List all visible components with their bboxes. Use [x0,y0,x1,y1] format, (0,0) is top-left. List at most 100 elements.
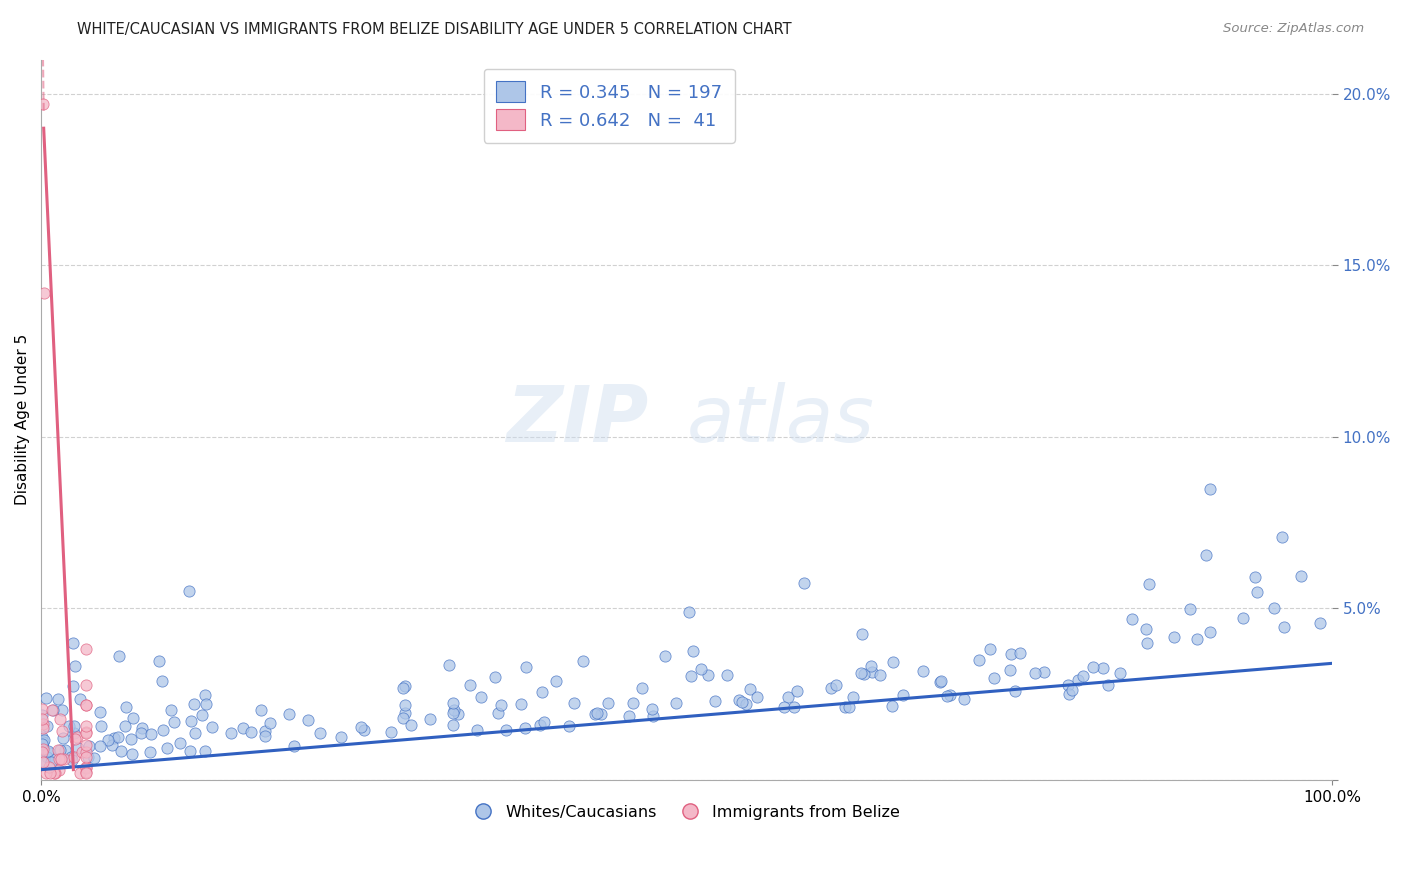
Point [65,659,87,673]
Point [31,745,53,759]
Point [70,745,93,759]
Point [101,738,124,752]
Point [75,678,97,692]
Point [35,766,58,780]
Point [75,725,97,739]
Point [880,698,903,713]
Point [38,760,60,774]
Point [37,744,59,758]
Point [631,681,654,695]
Point [44,752,66,766]
Legend: Whites/Caucasians, Immigrants from Belize: Whites/Caucasians, Immigrants from Beliz… [467,798,907,826]
Point [859,659,882,673]
Point [529,718,551,732]
Point [46,691,69,706]
Point [842,690,865,705]
Point [740,682,762,697]
Point [1163,631,1185,645]
Point [169,736,191,750]
Point [773,700,796,714]
Point [63,750,86,764]
Point [1180,602,1202,616]
Point [394,680,416,694]
Point [114,719,136,733]
Point [441,696,464,710]
Point [728,693,751,707]
Point [39,766,62,780]
Point [63,719,86,733]
Point [75,745,97,759]
Point [353,723,375,737]
Point [89,706,111,720]
Point [893,688,915,702]
Point [1081,660,1104,674]
Point [621,696,644,710]
Point [1139,576,1161,591]
Point [107,730,129,744]
Point [329,731,352,745]
Point [122,710,145,724]
Point [31,708,53,723]
Point [69,766,91,780]
Point [495,723,517,738]
Point [156,741,179,756]
Point [1024,666,1046,681]
Point [121,747,143,761]
Point [308,726,330,740]
Point [467,723,489,737]
Point [1232,611,1254,625]
Point [1109,665,1132,680]
Point [1195,548,1218,562]
Point [32,734,55,748]
Point [53,752,76,766]
Point [195,697,218,711]
Point [62,679,84,693]
Point [967,653,990,667]
Point [75,760,97,774]
Point [75,641,97,656]
Point [783,700,806,714]
Point [51,751,73,765]
Point [690,662,713,676]
Point [35,691,58,706]
Point [39,755,62,769]
Point [1187,632,1209,646]
Point [391,711,413,725]
Point [179,584,201,599]
Point [486,706,509,720]
Point [53,742,76,756]
Point [825,678,848,692]
Point [1272,619,1295,633]
Point [437,657,460,672]
Point [380,725,402,739]
Point [510,698,533,712]
Point [49,712,72,726]
Point [89,739,111,753]
Point [32,721,55,735]
Point [194,688,217,702]
Point [470,690,492,704]
Point [1121,612,1143,626]
Point [562,696,585,710]
Point [665,696,688,710]
Point [1004,684,1026,698]
Point [1032,665,1054,679]
Point [240,725,263,739]
Point [32,97,55,112]
Point [120,731,142,746]
Point [31,702,53,716]
Point [65,731,87,746]
Point [513,721,536,735]
Point [678,605,700,619]
Point [51,703,73,717]
Point [1289,569,1312,583]
Point [148,654,170,668]
Point [484,670,506,684]
Point [869,668,891,682]
Point [929,674,952,689]
Point [52,731,75,745]
Point [110,744,132,758]
Point [1060,682,1083,697]
Point [48,742,70,756]
Point [31,712,53,726]
